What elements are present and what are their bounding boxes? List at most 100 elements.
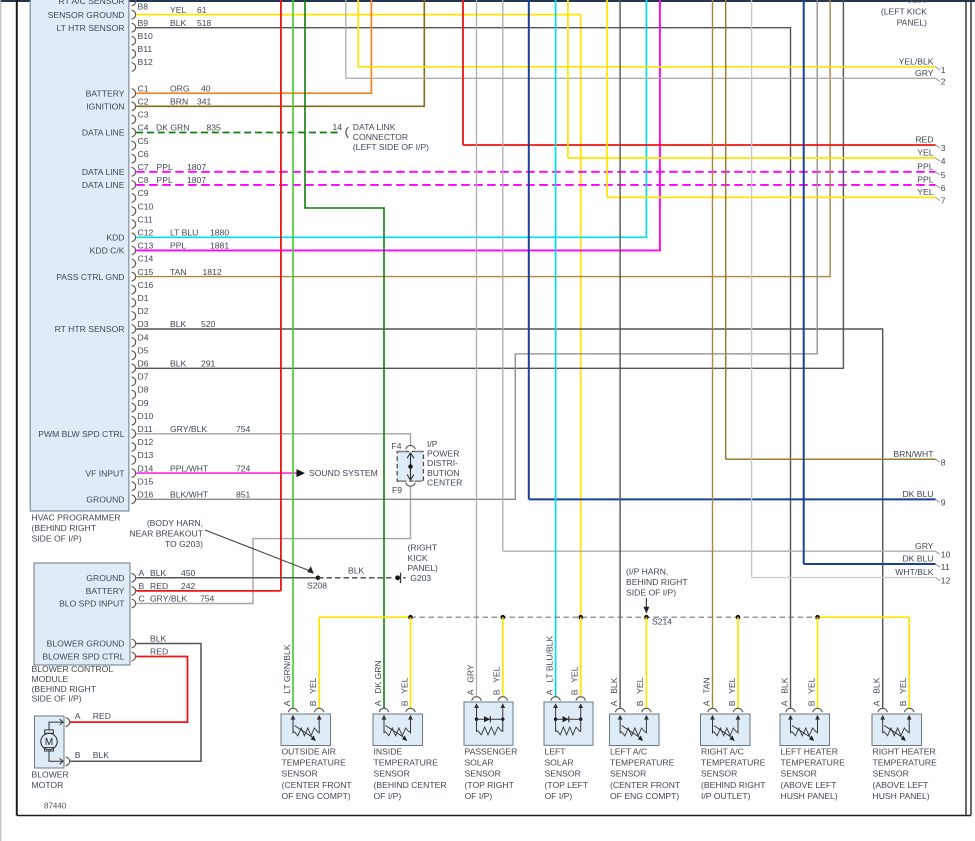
- svg-text:YEL: YEL: [170, 5, 186, 15]
- svg-text:DATA LINE: DATA LINE: [82, 180, 125, 190]
- svg-text:A: A: [75, 711, 81, 721]
- svg-text:D5: D5: [138, 345, 149, 355]
- svg-text:(ABOVE LEFT: (ABOVE LEFT: [781, 780, 838, 790]
- svg-text:BLK: BLK: [93, 750, 110, 760]
- svg-text:PPL: PPL: [917, 162, 933, 172]
- svg-text:I/P OUTLET): I/P OUTLET): [701, 791, 751, 801]
- svg-text:OF I/P): OF I/P): [374, 791, 402, 801]
- svg-text:(LEFT SIDE OF I/P): (LEFT SIDE OF I/P): [353, 142, 429, 152]
- svg-text:WHT/BLK: WHT/BLK: [895, 567, 933, 577]
- svg-text:14: 14: [333, 122, 343, 132]
- svg-text:PANEL): PANEL): [897, 17, 928, 27]
- svg-text:CENTER: CENTER: [427, 477, 462, 487]
- svg-text:TEMPERATURE: TEMPERATURE: [374, 757, 439, 767]
- svg-text:IGNITION: IGNITION: [86, 102, 124, 112]
- svg-text:KDD C/K: KDD C/K: [90, 246, 125, 256]
- svg-text:G203: G203: [410, 573, 431, 583]
- svg-text:RIGHT HEATER: RIGHT HEATER: [873, 746, 936, 756]
- svg-text:KICK: KICK: [408, 553, 428, 563]
- svg-text:C8: C8: [138, 175, 149, 185]
- svg-text:DISTRI-: DISTRI-: [427, 458, 458, 468]
- svg-text:87440: 87440: [44, 802, 67, 811]
- svg-text:D6: D6: [138, 359, 149, 369]
- svg-text:341: 341: [197, 97, 212, 107]
- svg-text:A: A: [872, 700, 882, 706]
- svg-text:5: 5: [941, 170, 946, 180]
- svg-text:C14: C14: [138, 254, 154, 264]
- svg-text:1812: 1812: [203, 267, 222, 277]
- svg-text:450: 450: [181, 568, 196, 578]
- svg-text:8: 8: [941, 457, 946, 467]
- svg-text:TAN: TAN: [701, 677, 711, 694]
- svg-text:SENSOR: SENSOR: [465, 769, 501, 779]
- svg-text:GRY: GRY: [915, 68, 934, 78]
- svg-text:BLOWER: BLOWER: [32, 770, 69, 780]
- svg-text:LEFT: LEFT: [545, 746, 567, 756]
- svg-text:1881: 1881: [210, 241, 229, 251]
- svg-text:DK GRN: DK GRN: [373, 660, 383, 693]
- svg-text:YEL: YEL: [308, 677, 318, 693]
- svg-text:724: 724: [236, 463, 251, 473]
- svg-text:BUTION: BUTION: [427, 468, 459, 478]
- svg-text:DK GRN: DK GRN: [156, 123, 189, 133]
- svg-text:12: 12: [941, 576, 951, 586]
- svg-text:B: B: [308, 700, 318, 706]
- svg-text:1: 1: [941, 65, 946, 75]
- svg-text:D14: D14: [138, 463, 154, 473]
- svg-text:BLK: BLK: [150, 568, 167, 578]
- svg-text:B: B: [806, 700, 816, 706]
- svg-text:1807: 1807: [187, 162, 206, 172]
- svg-text:(CENTER FRONT: (CENTER FRONT: [282, 780, 353, 790]
- svg-text:C3: C3: [138, 110, 149, 120]
- svg-text:C: C: [139, 594, 145, 604]
- svg-text:YEL: YEL: [898, 677, 908, 693]
- svg-text:YEL: YEL: [635, 677, 645, 693]
- svg-text:LT HTR SENSOR: LT HTR SENSOR: [57, 23, 125, 33]
- svg-text:518: 518: [197, 18, 212, 28]
- svg-text:LT BLU/BLK: LT BLU/BLK: [544, 636, 554, 683]
- svg-text:PPL: PPL: [170, 241, 186, 251]
- svg-text:OF ENG COMPT): OF ENG COMPT): [282, 791, 351, 801]
- svg-text:SENSOR: SENSOR: [873, 769, 909, 779]
- svg-text:851: 851: [236, 490, 251, 500]
- svg-text:A: A: [139, 568, 145, 578]
- svg-text:SOLAR: SOLAR: [465, 757, 494, 767]
- svg-text:BEHIND RIGHT: BEHIND RIGHT: [626, 577, 688, 587]
- svg-text:B: B: [399, 700, 409, 706]
- svg-text:TEMPERATURE: TEMPERATURE: [701, 757, 766, 767]
- svg-text:SOLAR: SOLAR: [545, 757, 574, 767]
- svg-text:YEL: YEL: [492, 666, 502, 682]
- svg-text:(CENTER FRONT: (CENTER FRONT: [610, 780, 681, 790]
- svg-text:B11: B11: [138, 44, 153, 54]
- svg-text:TEMPERATURE: TEMPERATURE: [781, 757, 846, 767]
- svg-text:C10: C10: [138, 201, 154, 211]
- svg-text:D12: D12: [138, 437, 154, 447]
- svg-text:SENSOR: SENSOR: [374, 769, 410, 779]
- svg-text:SENSOR: SENSOR: [701, 769, 737, 779]
- svg-text:TAN: TAN: [170, 267, 187, 277]
- svg-text:DATA LINE: DATA LINE: [82, 128, 125, 138]
- svg-text:SIDE OF I/P): SIDE OF I/P): [32, 534, 82, 544]
- svg-text:(BEHIND CENTER: (BEHIND CENTER: [374, 780, 447, 790]
- svg-text:B: B: [570, 689, 580, 695]
- svg-text:SENSOR GROUND: SENSOR GROUND: [48, 10, 125, 20]
- svg-text:G200: G200: [906, 0, 927, 5]
- svg-text:2: 2: [941, 77, 946, 87]
- svg-text:B8: B8: [138, 1, 149, 11]
- svg-text:DATA LINK: DATA LINK: [353, 122, 396, 132]
- svg-text:BRN: BRN: [170, 97, 188, 107]
- svg-text:SENSOR: SENSOR: [781, 769, 817, 779]
- svg-text:PASSENGER: PASSENGER: [465, 746, 518, 756]
- svg-text:F9: F9: [392, 485, 402, 495]
- svg-text:YEL: YEL: [806, 677, 816, 693]
- svg-text:YEL: YEL: [917, 187, 933, 197]
- svg-text:(ABOVE LEFT: (ABOVE LEFT: [873, 780, 930, 790]
- svg-text:C13: C13: [138, 241, 154, 251]
- svg-text:D8: D8: [138, 385, 149, 395]
- svg-text:D1: D1: [138, 293, 149, 303]
- svg-text:SIDE OF I/P): SIDE OF I/P): [626, 587, 676, 597]
- svg-text:OF ENG COMPT): OF ENG COMPT): [610, 791, 679, 801]
- svg-text:YEL: YEL: [570, 666, 580, 682]
- svg-text:B10: B10: [138, 31, 154, 41]
- svg-text:MODULE: MODULE: [32, 674, 69, 684]
